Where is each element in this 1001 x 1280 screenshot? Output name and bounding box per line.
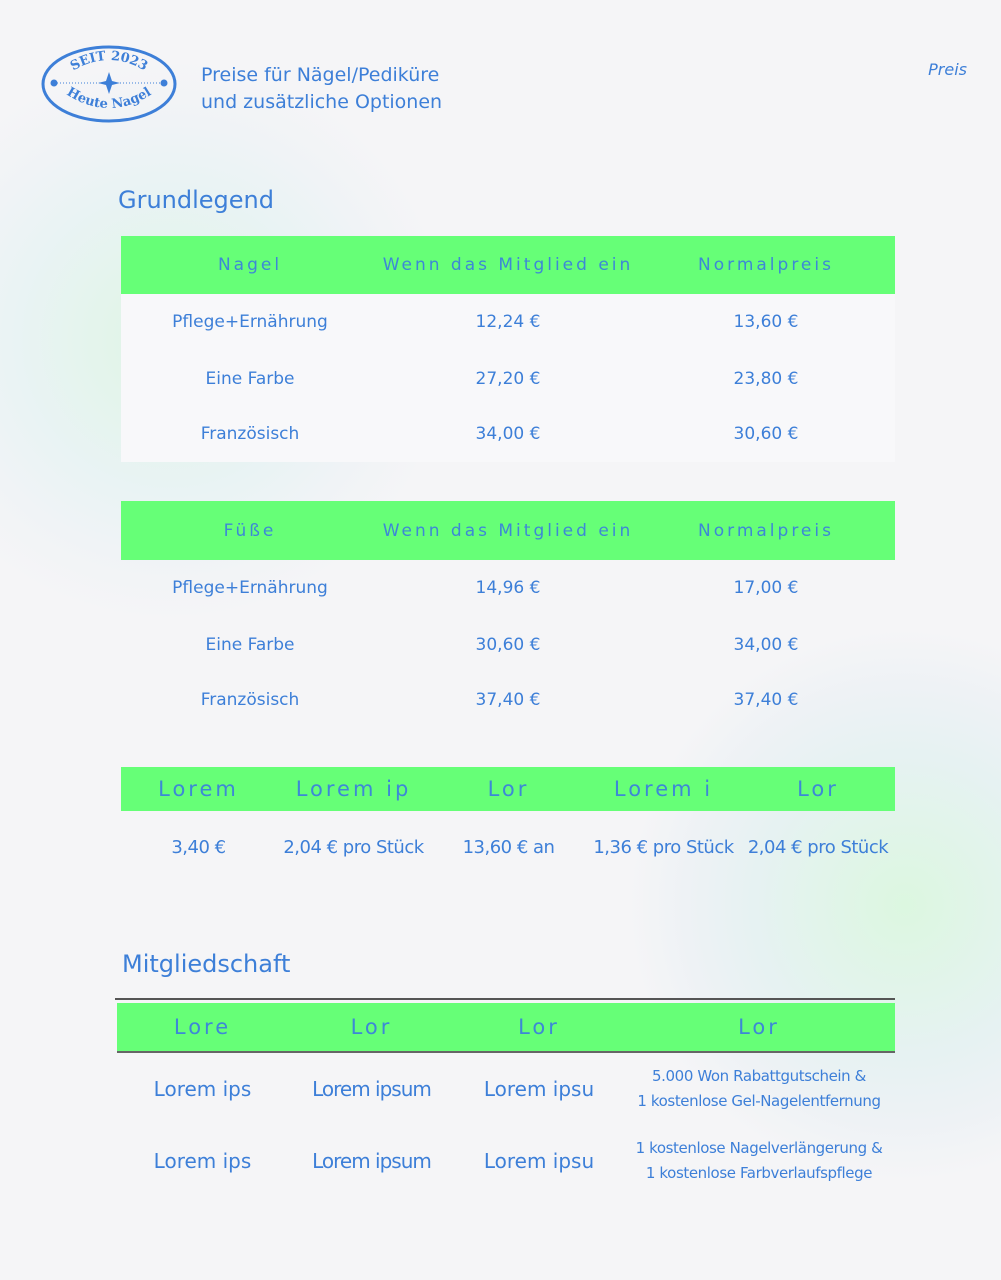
column-header: Nagel: [217, 255, 283, 275]
cell: Lorem ips: [153, 1077, 252, 1101]
subtitle-line: Preise für Nägel/Pediküre: [201, 64, 440, 86]
table-row: Pflege+Ernährung 12,24 € 13,60 €: [121, 294, 895, 350]
member-price: 12,24 €: [475, 312, 541, 332]
page-subtitle: Preise für Nägel/Pediküre und zusätzlich…: [201, 62, 442, 116]
table-row: 3,40 € 2,04 € pro Stück 13,60 € an 1,36 …: [121, 811, 895, 883]
column-header: Lor: [738, 1015, 780, 1039]
member-price: 27,20 €: [475, 369, 541, 389]
service-name: Eine Farbe: [205, 369, 295, 389]
page-tag: Preis: [928, 60, 967, 79]
member-price: 30,60 €: [475, 635, 541, 655]
section-title-basic: Grundlegend: [118, 186, 274, 214]
column-header: Lore: [173, 1015, 232, 1039]
regular-price: 34,00 €: [733, 635, 799, 655]
service-name: Französisch: [200, 424, 300, 444]
member-price: 37,40 €: [475, 690, 541, 710]
column-header: Wenn das Mitglied ein: [382, 255, 634, 275]
section-title-membership: Mitgliedschaft: [122, 950, 291, 978]
column-header: Normalpreis: [698, 255, 834, 275]
member-price: 14,96 €: [475, 578, 541, 598]
cell: Lorem ipsum: [312, 1077, 432, 1101]
price-value: 2,04 € pro Stück: [747, 836, 889, 858]
column-header: Lorem ip: [295, 777, 412, 801]
table-row: Französisch 37,40 € 37,40 €: [121, 674, 895, 726]
regular-price: 13,60 €: [733, 312, 799, 332]
feet-price-table: Füße Wenn das Mitglied ein Normalpreis P…: [121, 501, 895, 726]
benefit-line: 1 kostenlose Gel-Nagelentfernung: [637, 1092, 881, 1110]
price-value: 3,40 €: [171, 836, 226, 858]
column-header: Lor: [797, 777, 839, 801]
svg-text:SEIT 2023: SEIT 2023: [68, 49, 150, 74]
cell: Lorem ipsu: [483, 1077, 595, 1101]
cell: Lorem ipsu: [483, 1149, 595, 1173]
benefit-line: 5.000 Won Rabattgutschein &: [652, 1067, 866, 1085]
regular-price: 37,40 €: [733, 690, 799, 710]
column-header: Normalpreis: [698, 520, 834, 541]
table-row: Lorem ips Lorem ipsum Lorem ipsu 5.000 W…: [117, 1053, 895, 1125]
regular-price: 17,00 €: [733, 578, 799, 598]
service-name: Pflege+Ernährung: [172, 312, 328, 332]
column-header: Füße: [223, 520, 277, 541]
subtitle-line: und zusätzliche Optionen: [201, 91, 443, 113]
sparkle-icon: [98, 72, 120, 94]
benefit-line: 1 kostenlose Farbverlaufspflege: [645, 1164, 873, 1182]
extras-price-table: Lorem Lorem ip Lor Lorem i Lor 3,40 € 2,…: [121, 767, 895, 883]
price-value: 13,60 € an: [462, 836, 555, 858]
logo-stamp: SEIT 2023 Heute Nagel: [41, 45, 177, 123]
table-row: Pflege+Ernährung 14,96 € 17,00 €: [121, 560, 895, 616]
column-header: Lor: [518, 1015, 560, 1039]
nails-price-table: Nagel Wenn das Mitglied ein Normalpreis …: [121, 236, 895, 462]
service-name: Französisch: [200, 690, 300, 710]
service-name: Eine Farbe: [205, 635, 295, 655]
member-price: 34,00 €: [475, 424, 541, 444]
table-row: Eine Farbe 27,20 € 23,80 €: [121, 350, 895, 408]
membership-table: Lore Lor Lor Lor Lorem ips Lorem ipsum L…: [117, 1003, 895, 1197]
price-value: 2,04 € pro Stück: [283, 836, 424, 858]
table-row: Französisch 34,00 € 30,60 €: [121, 408, 895, 460]
divider: [115, 998, 895, 1000]
regular-price: 30,60 €: [733, 424, 799, 444]
service-name: Pflege+Ernährung: [172, 578, 328, 598]
column-header: Wenn das Mitglied ein: [382, 520, 634, 541]
column-header: Lorem: [158, 777, 239, 801]
benefit-line: 1 kostenlose Nagelverlängerung &: [635, 1139, 883, 1157]
column-header: Lor: [487, 777, 530, 801]
cell: Lorem ipsum: [312, 1149, 432, 1173]
table-row: Lorem ips Lorem ipsum Lorem ipsu 1 koste…: [117, 1125, 895, 1197]
column-header: Lorem i: [613, 777, 714, 801]
column-header: Lor: [350, 1015, 393, 1039]
cell: Lorem ips: [153, 1149, 252, 1173]
table-row: Eine Farbe 30,60 € 34,00 €: [121, 616, 895, 674]
price-value: 1,36 € pro Stück: [593, 836, 734, 858]
regular-price: 23,80 €: [733, 369, 799, 389]
